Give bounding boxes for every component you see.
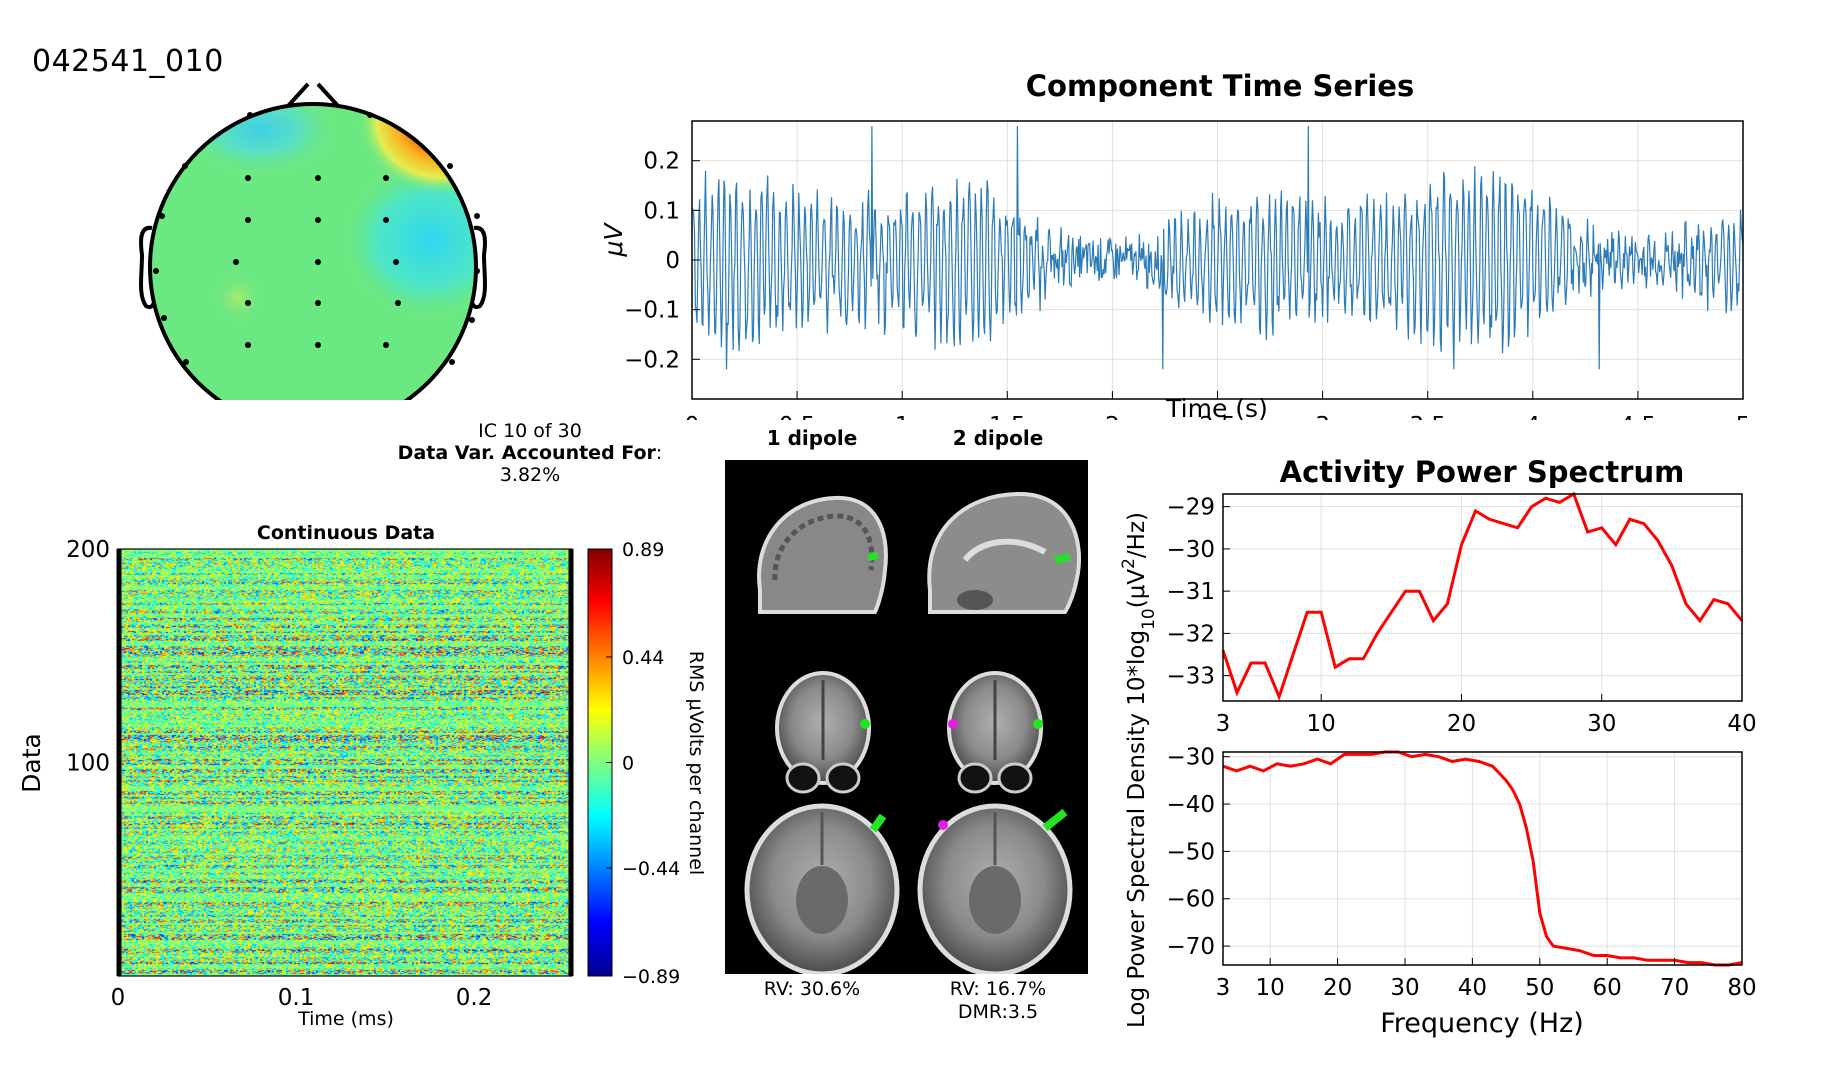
x-tick-label: 2.5 — [1199, 413, 1236, 420]
dipole2a-marker-coronal — [1033, 719, 1043, 729]
x-tick-label: 0.2 — [456, 985, 493, 1011]
y-tick-label: −50 — [1166, 839, 1215, 865]
variance-colon: : — [655, 442, 663, 464]
y-tick-label: −31 — [1166, 579, 1215, 605]
y-tick-label: −40 — [1166, 792, 1215, 818]
variance-label: Data Var. Accounted For — [397, 442, 656, 464]
x-tick-label: 3.5 — [1409, 413, 1446, 420]
x-tick-label: 3 — [1315, 413, 1330, 420]
x-tick-label: 1 — [895, 413, 910, 420]
time-series-ylabel-wrap: μV — [599, 222, 628, 258]
y-tick-label: −29 — [1166, 495, 1215, 521]
y-tick-label: −70 — [1166, 934, 1215, 960]
residual-variance-2: RV: 16.7% DMR:3.5 — [908, 978, 1088, 1024]
scalp-topography — [139, 82, 487, 400]
y-tick-label: 100 — [66, 751, 110, 777]
series-line-spectrum-full — [1222, 750, 1743, 967]
y-tick-label: −60 — [1166, 887, 1215, 913]
x-tick-label: 4 — [1525, 413, 1540, 420]
variance-value: 3.82% — [499, 464, 561, 486]
x-tick-label: 40 — [1458, 975, 1487, 1001]
y-tick-label: −30 — [1166, 745, 1215, 771]
chart-title: Component Time Series — [1026, 69, 1414, 103]
y-tick-label: −32 — [1166, 621, 1215, 647]
residual-variance-1: RV: 30.6% — [763, 978, 861, 1000]
y-tick-label: 0.1 — [643, 198, 680, 224]
x-tick-label: 1.5 — [989, 413, 1026, 420]
x-tick-label: 2 — [1105, 413, 1120, 420]
mri-sagittal-1 — [757, 495, 888, 614]
y-tick-label: −0.2 — [624, 347, 680, 373]
x-tick-label: 0.5 — [779, 413, 816, 420]
x-tick-label: 80 — [1727, 975, 1756, 1001]
dipole2a-marker-axial — [1042, 808, 1068, 832]
x-tick-label: 0 — [111, 985, 126, 1011]
dipole1-marker-sagittal-2 — [1054, 553, 1071, 564]
x-tick-label: 30 — [1587, 711, 1616, 737]
y-tick-label: −0.1 — [624, 298, 680, 324]
dipole-column-2-title: 2 dipole — [952, 426, 1044, 450]
residual-variance-2-value: RV: 16.7% — [949, 978, 1047, 1000]
dipole1-marker-coronal — [860, 719, 870, 729]
x-tick-label: 3 — [1216, 975, 1231, 1001]
x-axis-label: Frequency (Hz) — [1380, 1008, 1584, 1039]
chart-title: Continuous Data — [257, 522, 435, 544]
dipole-moment-ratio: DMR:3.5 — [957, 1001, 1039, 1023]
x-tick-label: 50 — [1525, 975, 1554, 1001]
x-axis-label: Time (ms) — [297, 1008, 394, 1030]
colorbar-tick-label: 0.44 — [622, 647, 664, 669]
x-tick-label: 0.1 — [278, 985, 315, 1011]
x-tick-label: 70 — [1660, 975, 1689, 1001]
x-tick-label: 30 — [1390, 975, 1419, 1001]
component-id-label: 042541_010 — [32, 44, 224, 79]
y-tick-label: 0.2 — [643, 149, 680, 175]
dipole-mri-panel — [725, 460, 1088, 974]
dipole2b-marker-coronal — [948, 719, 958, 729]
x-tick-label: 0 — [685, 413, 700, 420]
x-tick-label: 10 — [1256, 975, 1285, 1001]
y-axis-label: Data — [17, 733, 46, 793]
y-axis-label: μV — [599, 222, 628, 258]
y-tick-label: 0 — [665, 248, 680, 274]
mri-sagittal-2 — [927, 491, 1082, 614]
colorbar-tick-label: 0 — [622, 753, 634, 775]
dipole1-marker-sagittal — [866, 551, 880, 562]
component-time-series-chart: Component Time Series 0 0.5 1 1.5 2 2.5 3 3.5 4 4… — [624, 69, 1751, 420]
mri-axial-2 — [917, 803, 1073, 974]
dipole-column-1-title: 1 dipole — [766, 426, 858, 450]
mri-axial-1 — [744, 803, 900, 974]
ic-number: IC 10 of 30 — [478, 420, 582, 442]
x-tick-label: 20 — [1323, 975, 1352, 1001]
heatmap-image — [118, 549, 572, 976]
y-tick-label: −30 — [1166, 537, 1215, 563]
dipole1-marker-axial — [869, 813, 887, 833]
colorbar-tick-label: −0.89 — [622, 966, 680, 988]
x-tick-label: 60 — [1593, 975, 1622, 1001]
activity-power-spectrum-chart: Activity Power Spectrum 3 10 20 30 40 −29 −30… — [1120, 455, 1757, 1039]
x-tick-label: 40 — [1727, 711, 1756, 737]
ic-info-block: IC 10 of 30 Data Var. Accounted For: 3.8… — [360, 420, 700, 486]
colorbar-label: RMS μVolts per channel — [685, 651, 707, 875]
chart-title: Activity Power Spectrum — [1280, 455, 1685, 489]
mri-coronal-2 — [947, 671, 1043, 794]
mri-coronal-1 — [775, 671, 871, 794]
x-tick-label: 5 — [1736, 413, 1751, 420]
y-tick-label: −33 — [1166, 664, 1215, 690]
time-series-xlabel-wrap: Time (s) — [1165, 398, 1268, 420]
y-axis-label: Log Power Spectral Density 10*log10(μV2/… — [1120, 512, 1159, 1028]
x-tick-label: 4.5 — [1620, 413, 1657, 420]
dipole2b-marker-axial — [938, 820, 948, 830]
continuous-data-chart: Continuous Data 0 0.1 0.2 200 100 Time (ms)… — [17, 522, 707, 1030]
y-tick-label: 200 — [66, 537, 110, 563]
x-tick-label: 20 — [1447, 711, 1476, 737]
x-axis-label: Time (s) — [1165, 398, 1268, 420]
colorbar-tick-label: −0.44 — [622, 858, 680, 880]
x-tick-label: 3 — [1216, 711, 1231, 737]
colorbar-tick-label: 0.89 — [622, 539, 664, 561]
series-line-spectrum-zoom — [1221, 491, 1744, 702]
x-tick-label: 10 — [1307, 711, 1336, 737]
series-line-time-series — [691, 125, 1744, 370]
